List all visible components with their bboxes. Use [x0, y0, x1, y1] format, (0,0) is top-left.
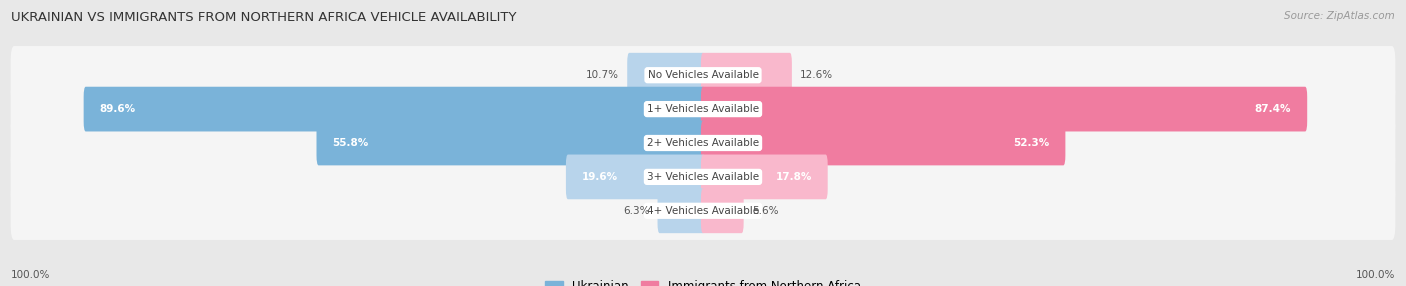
FancyBboxPatch shape [83, 87, 704, 132]
FancyBboxPatch shape [702, 188, 744, 233]
Text: Source: ZipAtlas.com: Source: ZipAtlas.com [1284, 11, 1395, 21]
Text: 55.8%: 55.8% [332, 138, 368, 148]
FancyBboxPatch shape [702, 53, 792, 98]
FancyBboxPatch shape [627, 53, 704, 98]
FancyBboxPatch shape [11, 80, 1395, 138]
Text: 6.3%: 6.3% [623, 206, 650, 216]
Text: 4+ Vehicles Available: 4+ Vehicles Available [647, 206, 759, 216]
FancyBboxPatch shape [11, 46, 1395, 104]
Text: 19.6%: 19.6% [582, 172, 617, 182]
Text: 1+ Vehicles Available: 1+ Vehicles Available [647, 104, 759, 114]
Text: 3+ Vehicles Available: 3+ Vehicles Available [647, 172, 759, 182]
Text: 5.6%: 5.6% [752, 206, 779, 216]
Text: 17.8%: 17.8% [776, 172, 811, 182]
Text: 10.7%: 10.7% [586, 70, 619, 80]
FancyBboxPatch shape [565, 154, 704, 199]
FancyBboxPatch shape [316, 121, 704, 165]
Text: 100.0%: 100.0% [11, 270, 51, 280]
Legend: Ukrainian, Immigrants from Northern Africa: Ukrainian, Immigrants from Northern Afri… [540, 276, 866, 286]
FancyBboxPatch shape [11, 114, 1395, 172]
Text: UKRAINIAN VS IMMIGRANTS FROM NORTHERN AFRICA VEHICLE AVAILABILITY: UKRAINIAN VS IMMIGRANTS FROM NORTHERN AF… [11, 11, 517, 24]
FancyBboxPatch shape [702, 154, 828, 199]
Text: 52.3%: 52.3% [1014, 138, 1049, 148]
FancyBboxPatch shape [11, 182, 1395, 240]
Text: 100.0%: 100.0% [1355, 270, 1395, 280]
FancyBboxPatch shape [702, 121, 1066, 165]
Text: 87.4%: 87.4% [1254, 104, 1291, 114]
FancyBboxPatch shape [11, 148, 1395, 206]
Text: 12.6%: 12.6% [800, 70, 834, 80]
Text: No Vehicles Available: No Vehicles Available [648, 70, 758, 80]
FancyBboxPatch shape [658, 188, 704, 233]
FancyBboxPatch shape [702, 87, 1308, 132]
Text: 89.6%: 89.6% [100, 104, 135, 114]
Text: 2+ Vehicles Available: 2+ Vehicles Available [647, 138, 759, 148]
